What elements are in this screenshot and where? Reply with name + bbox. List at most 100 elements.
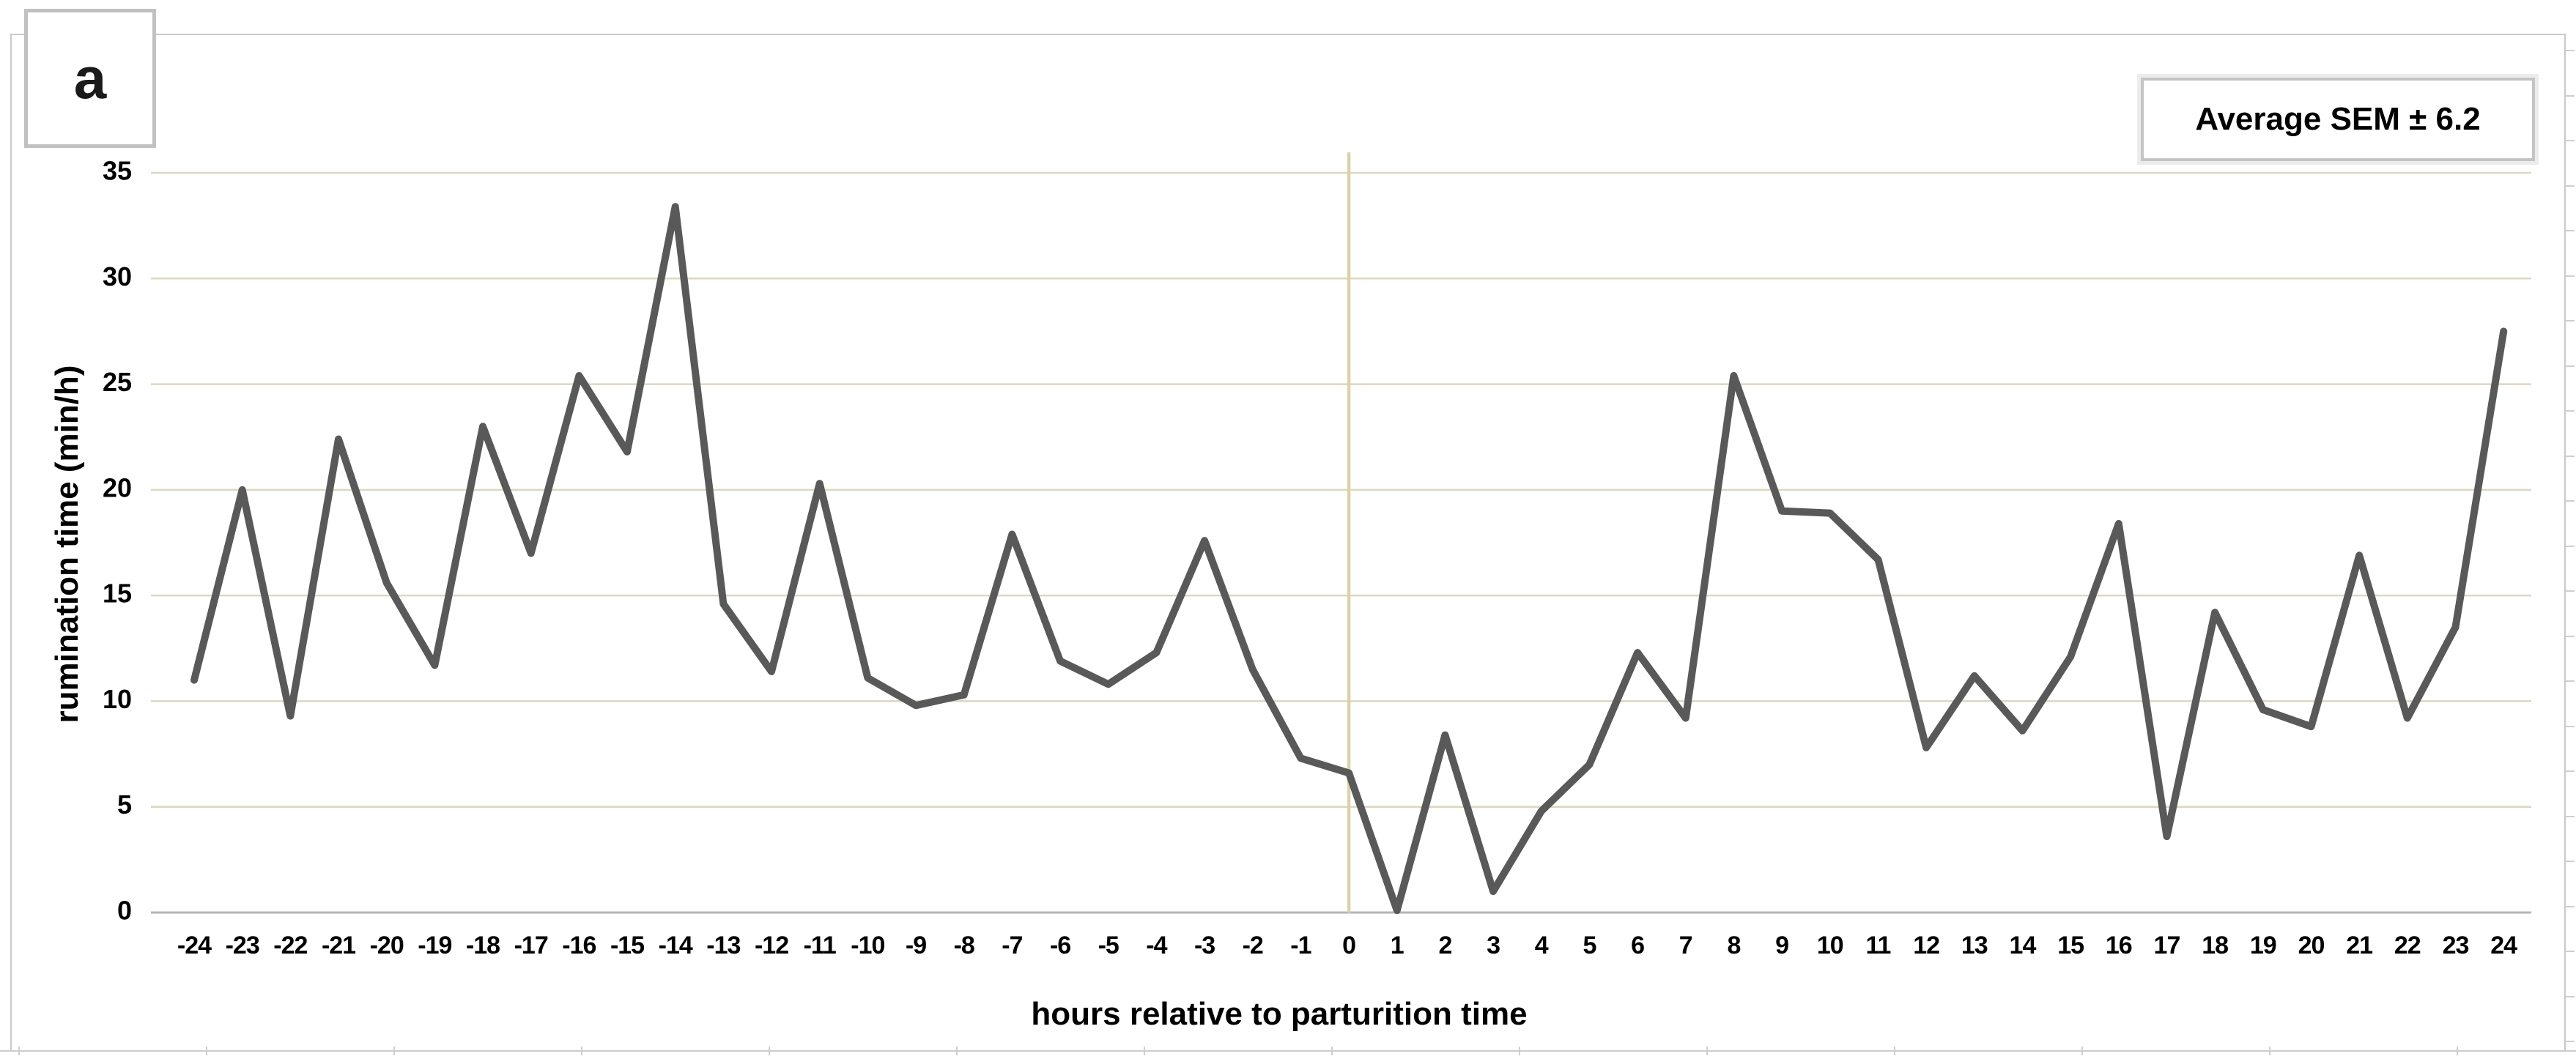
cell-gridline-artifact	[1706, 1047, 1708, 1055]
cell-gridline-artifact	[769, 1047, 770, 1055]
y-tick-label: 10	[103, 684, 132, 714]
x-tick-label: -14	[659, 932, 693, 959]
x-tick-label: -1	[1290, 932, 1311, 959]
cell-gridline-artifact	[2566, 365, 2575, 367]
figure-border-left	[10, 34, 12, 1052]
x-tick-label: -23	[226, 932, 259, 959]
x-tick-label: -5	[1098, 932, 1119, 959]
x-tick-label: 13	[1961, 932, 1988, 959]
x-tick-label: -12	[755, 932, 788, 959]
cell-gridline-artifact	[2566, 770, 2575, 772]
x-tick-label: 7	[1679, 932, 1692, 959]
x-tick-label: 23	[2443, 932, 2469, 959]
x-tick-label: 16	[2106, 932, 2132, 959]
cell-gridline-artifact	[2566, 500, 2575, 502]
y-tick-label: 15	[103, 579, 132, 609]
cell-gridline-artifact	[2566, 50, 2575, 51]
x-tick-label: 22	[2394, 932, 2421, 959]
x-tick-label: -11	[804, 932, 836, 959]
cell-gridline-artifact	[2566, 590, 2575, 592]
cell-gridline-artifact	[956, 1047, 958, 1055]
x-tick-label: 0	[1342, 932, 1355, 959]
x-tick-label: 11	[1865, 932, 1890, 959]
cell-gridline-artifact	[2566, 1041, 2575, 1042]
cell-gridline-artifact	[2566, 951, 2575, 952]
cell-gridline-artifact	[2566, 636, 2575, 637]
cell-gridline-artifact	[2566, 230, 2575, 231]
x-tick-label: 5	[1583, 932, 1596, 959]
cell-gridline-artifact	[2457, 1047, 2458, 1055]
x-tick-label: -7	[1002, 932, 1022, 959]
cell-gridline-artifact	[2566, 320, 2575, 322]
y-tick-label: 20	[103, 472, 132, 502]
cell-gridline-artifact	[1894, 1047, 1895, 1055]
cell-gridline-artifact	[2566, 185, 2575, 187]
figure-border-right	[2564, 34, 2566, 1052]
x-tick-label: -3	[1194, 932, 1215, 959]
figure-border-bottom	[0, 1050, 2576, 1052]
y-tick-label: 30	[103, 261, 132, 291]
x-tick-label: 10	[1817, 932, 1843, 959]
cell-gridline-artifact	[2566, 275, 2575, 277]
x-tick-label: -18	[466, 932, 500, 959]
x-tick-label: 15	[2057, 932, 2084, 959]
x-tick-label: -20	[370, 932, 404, 959]
x-tick-label: 14	[2010, 932, 2037, 959]
x-tick-label: 21	[2346, 932, 2372, 959]
cell-gridline-artifact	[2566, 726, 2575, 727]
sem-annotation-text: Average SEM ± 6.2	[2195, 101, 2481, 137]
cell-gridline-artifact	[2566, 456, 2575, 457]
x-tick-label: 4	[1535, 932, 1549, 959]
x-tick-label: 6	[1631, 932, 1644, 959]
x-tick-label: 8	[1727, 932, 1740, 959]
x-tick-label: -9	[906, 932, 926, 959]
y-tick-label: 25	[103, 367, 132, 397]
cell-gridline-artifact	[2566, 680, 2575, 682]
x-tick-label: -21	[322, 932, 355, 959]
cell-gridline-artifact	[393, 1047, 395, 1055]
x-tick-label: -8	[954, 932, 974, 959]
x-tick-label: -16	[562, 932, 596, 959]
x-tick-label: -15	[610, 932, 644, 959]
x-tick-label: 19	[2250, 932, 2276, 959]
cell-gridline-artifact	[2566, 95, 2575, 97]
cell-gridline-artifact	[1519, 1047, 1520, 1055]
x-tick-label: 17	[2154, 932, 2180, 959]
cell-gridline-artifact	[1331, 1047, 1333, 1055]
x-tick-label: 20	[2298, 932, 2325, 959]
cell-gridline-artifact	[2566, 410, 2575, 412]
x-tick-label: -19	[418, 932, 451, 959]
x-tick-label: -22	[273, 932, 307, 959]
cell-gridline-artifact	[2081, 1047, 2083, 1055]
x-tick-label: -24	[177, 932, 212, 959]
x-tick-label: 18	[2202, 932, 2228, 959]
cell-gridline-artifact	[1144, 1047, 1145, 1055]
x-tick-label: 24	[2490, 932, 2517, 959]
x-tick-label: -13	[706, 932, 740, 959]
cell-gridline-artifact	[2269, 1047, 2270, 1055]
cell-gridline-artifact	[2566, 996, 2575, 997]
x-tick-label: 12	[1913, 932, 1939, 959]
x-tick-label: -10	[851, 932, 884, 959]
x-axis-title: hours relative to parturition time	[1031, 996, 1528, 1032]
x-tick-labels: -24 -23 -22 -21 -20 -19 -18 -17 -16 -15 -14 -13 -12-…	[177, 932, 2518, 959]
cell-gridline-artifact	[2566, 906, 2575, 907]
y-tick-label: 0	[117, 896, 132, 926]
x-tick-label: -6	[1050, 932, 1070, 959]
cell-gridline-artifact	[2566, 816, 2575, 817]
x-tick-label: -17	[514, 932, 548, 959]
panel-label-box: a	[24, 9, 156, 148]
cell-gridline-artifact	[581, 1047, 582, 1055]
rumination-series-line	[190, 203, 2508, 915]
y-tick-label: 5	[117, 789, 132, 820]
panel-label: a	[73, 45, 107, 111]
x-tick-label: -2	[1243, 932, 1263, 959]
cell-gridline-artifact	[2566, 546, 2575, 547]
x-tick-label: 2	[1438, 932, 1451, 959]
cell-gridline-artifact	[2566, 861, 2575, 862]
x-tick-label: 1	[1391, 932, 1404, 959]
cell-gridline-artifact	[18, 1047, 20, 1055]
x-tick-label: 3	[1487, 932, 1500, 959]
